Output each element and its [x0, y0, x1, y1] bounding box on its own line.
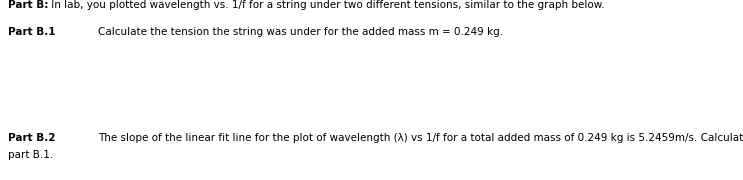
Text: The slope of the linear fit line for the plot of wavelength (λ) vs 1/f for a tot: The slope of the linear fit line for the… — [98, 133, 743, 143]
Text: In lab, you plotted wavelength vs. 1/f for a string under two different tensions: In lab, you plotted wavelength vs. 1/f f… — [48, 0, 605, 10]
Text: Part B.2: Part B.2 — [8, 133, 56, 143]
Text: Calculate the tension the string was under for the added mass m = 0.249 kg.: Calculate the tension the string was und… — [98, 27, 503, 37]
Text: Part B:: Part B: — [8, 0, 48, 10]
Text: Part B.1: Part B.1 — [8, 27, 56, 37]
Text: part B.1.: part B.1. — [8, 150, 53, 160]
